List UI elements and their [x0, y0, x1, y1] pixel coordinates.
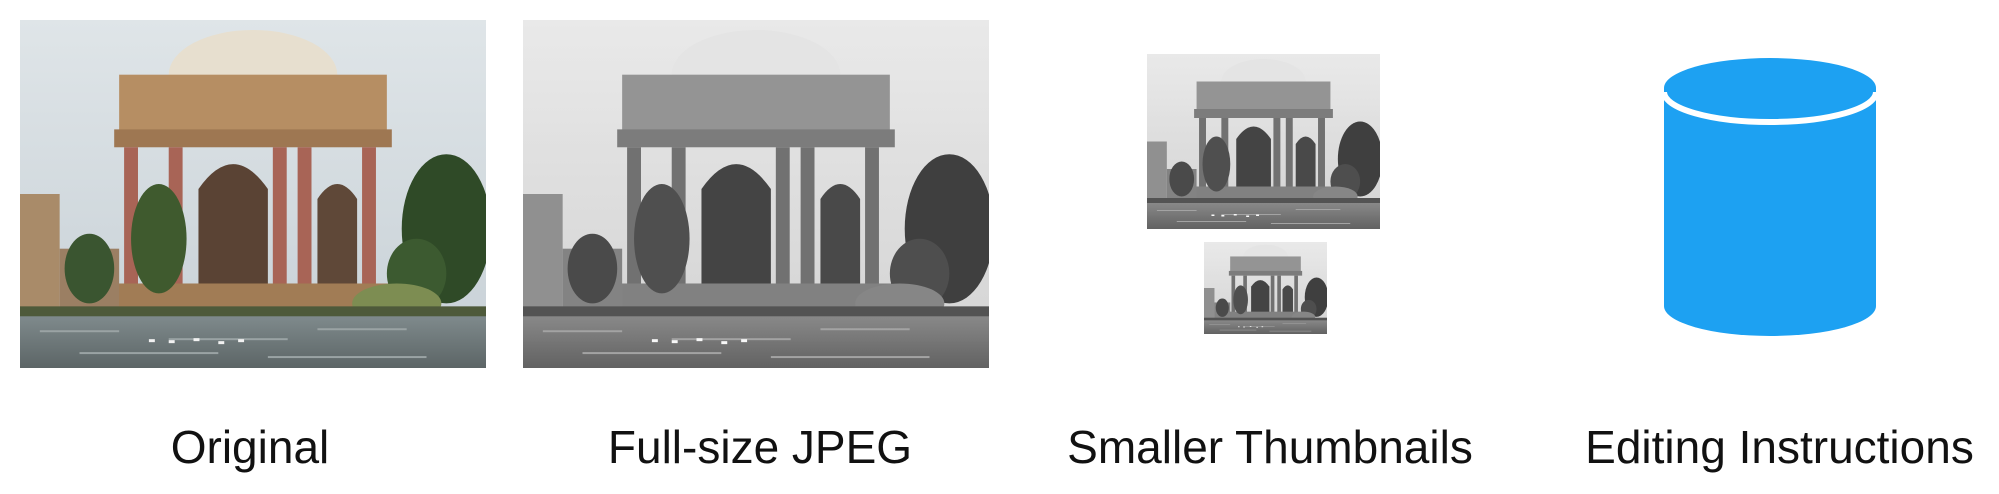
- panel-smaller-thumbnails: Smaller Thumbnails: [1030, 0, 1510, 494]
- caption-original: Original: [170, 421, 330, 473]
- thumbnail-small: [1204, 242, 1327, 334]
- database-icon: [1662, 58, 1878, 336]
- full-size-jpeg-photo: [523, 20, 989, 368]
- panel-editing-instructions: Editing Instructions: [1560, 0, 1999, 494]
- caption-smaller-thumbnails: Smaller Thumbnails: [1067, 421, 1473, 473]
- panel-original: Original: [0, 0, 500, 494]
- panel-full-size-jpeg: Full-size JPEG: [520, 0, 1000, 494]
- caption-editing-instructions: Editing Instructions: [1585, 421, 1974, 473]
- original-photo: [20, 20, 486, 368]
- caption-full-size-jpeg: Full-size JPEG: [607, 421, 913, 473]
- thumbnail-medium: [1147, 54, 1380, 229]
